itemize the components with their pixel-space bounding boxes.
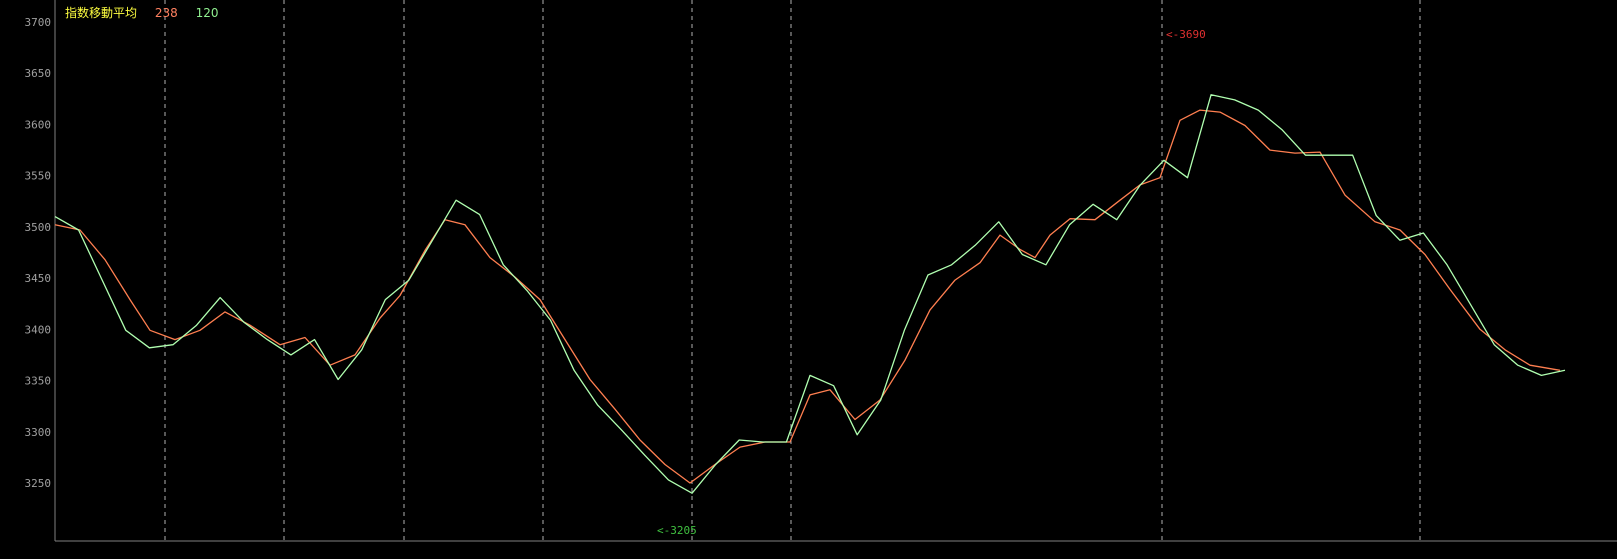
legend: 指数移動平均 238 120: [65, 4, 232, 21]
y-tick-3300: 3300: [25, 426, 52, 439]
y-tick-3250: 3250: [25, 477, 52, 490]
y-tick-3600: 3600: [25, 118, 52, 131]
series-lines: [54, 94, 1566, 494]
legend-series-120: 120: [195, 6, 219, 20]
legend-series-238: 238: [154, 6, 178, 20]
y-tick-3550: 3550: [25, 170, 52, 183]
series-line-238: [54, 109, 1561, 484]
y-tick-3450: 3450: [25, 272, 52, 285]
series-line-120: [54, 94, 1566, 494]
vertical-gridlines: [164, 0, 1421, 541]
y-tick-3500: 3500: [25, 221, 52, 234]
min-annotation: <-3205: [657, 524, 697, 537]
y-tick-3400: 3400: [25, 323, 52, 336]
y-tick-3650: 3650: [25, 67, 52, 80]
y-tick-labels: 3250 3300 3350 3400 3450 3500 3550 3600 3650 3700: [25, 16, 52, 490]
max-annotation: <-3690: [1166, 28, 1206, 41]
y-tick-3350: 3350: [25, 375, 52, 388]
y-tick-3700: 3700: [25, 16, 52, 29]
legend-title: 指数移動平均: [65, 6, 138, 20]
